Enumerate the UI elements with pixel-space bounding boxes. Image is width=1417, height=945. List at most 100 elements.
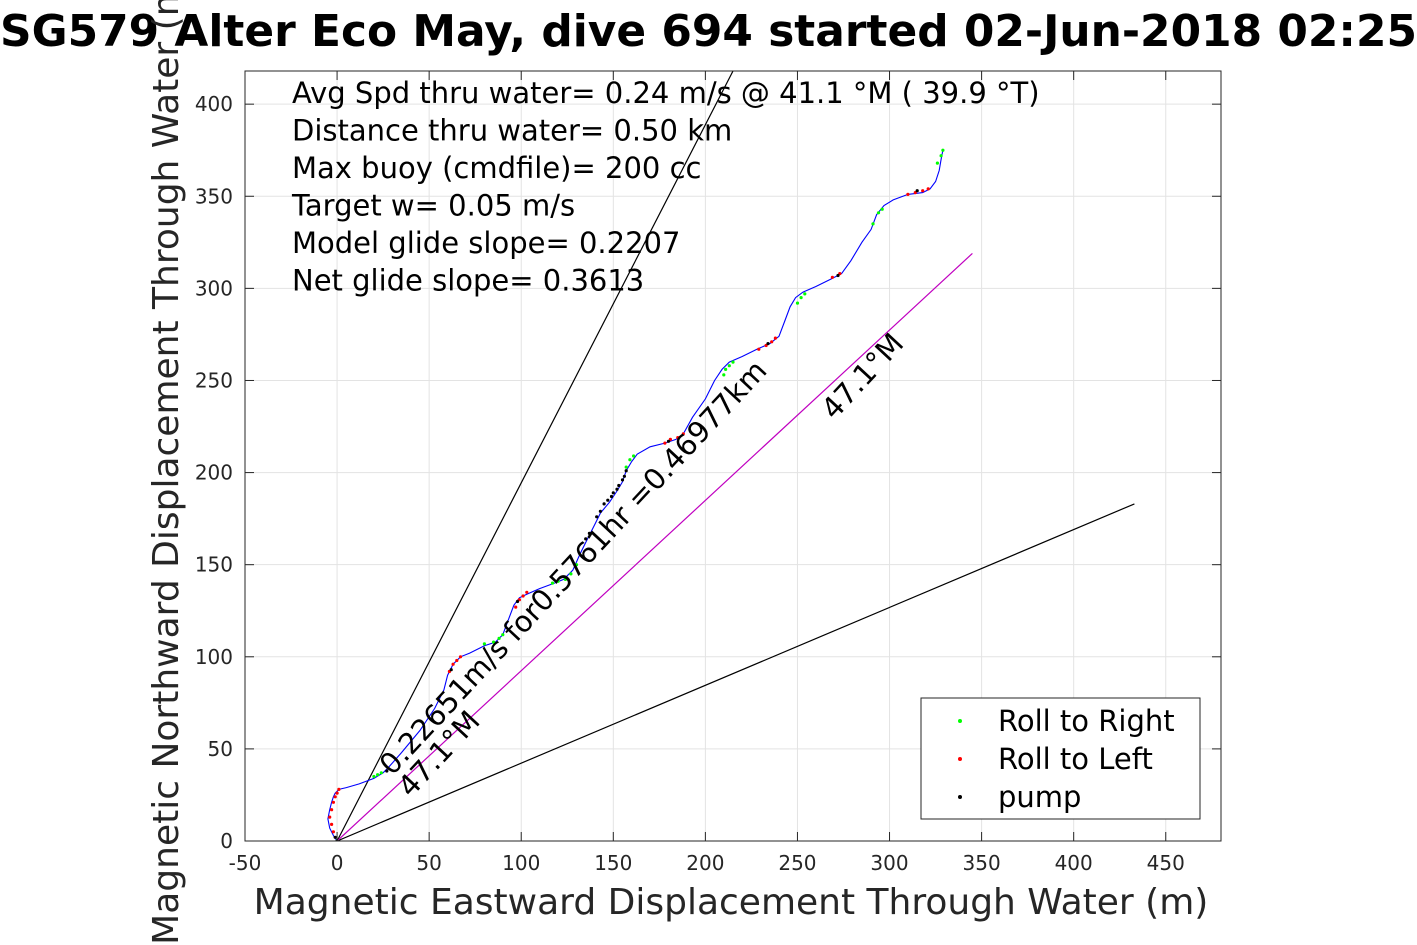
roll-to-right-marker	[379, 771, 383, 775]
roll-to-left-marker	[337, 787, 341, 792]
info-line: Distance thru water= 0.50 km	[292, 114, 732, 148]
legend-box	[920, 697, 1201, 820]
roll-to-left-marker	[770, 340, 774, 344]
roll-to-left-marker	[681, 432, 685, 436]
roll-to-left-marker	[906, 192, 910, 196]
x-tick-label: 250	[778, 851, 816, 875]
pump-marker	[595, 515, 599, 519]
y-tick-label: 400	[195, 92, 233, 116]
x-axis-label: Magnetic Eastward Displacement Through W…	[254, 882, 1209, 923]
roll-to-left-marker	[757, 347, 761, 351]
legend: Roll to Right Roll to Left pump	[920, 697, 1201, 820]
roll-to-right-marker	[624, 465, 628, 469]
roll-to-right-marker	[731, 360, 735, 364]
pump-marker	[915, 189, 919, 193]
roll-to-right-marker	[803, 292, 807, 296]
roll-to-left-marker	[335, 791, 339, 795]
x-tick-label: 0	[331, 851, 344, 875]
roll-to-right-marker	[935, 161, 940, 165]
roll-to-left-marker	[451, 662, 455, 666]
roll-to-left-marker	[458, 655, 463, 659]
roll-to-right-marker	[497, 636, 501, 641]
y-tick-label: 350	[195, 184, 233, 208]
axis-ticks: -50 0 50 100 150 200 250 300 350 400 4500501001502…	[195, 71, 1221, 875]
roll-to-right-marker	[871, 222, 875, 226]
pump-marker	[622, 474, 627, 478]
pump-marker	[602, 502, 606, 506]
guide-line-lower-bound	[336, 503, 1135, 841]
roll-to-right-marker	[492, 640, 496, 644]
pump-marker	[624, 469, 628, 473]
roll-to-left-marker	[663, 441, 667, 445]
roll-to-right-marker	[941, 148, 945, 152]
roll-to-right-marker	[724, 367, 728, 371]
info-line: Target w= 0.05 m/s	[291, 189, 575, 223]
roll-to-right-marker	[727, 364, 731, 368]
y-tick-label: 150	[195, 553, 233, 577]
pump-marker	[587, 531, 592, 536]
roll-to-right-marker	[876, 211, 881, 215]
x-tick-label: 200	[686, 851, 724, 875]
pump-marker	[836, 273, 840, 278]
roll-to-left-marker	[773, 336, 778, 340]
roll-to-right-marker	[501, 633, 505, 637]
pump-marker	[584, 537, 588, 541]
roll-to-right-marker	[376, 773, 380, 777]
legend-marker	[958, 719, 962, 723]
roll-to-right-marker	[482, 642, 486, 646]
legend-label: Roll to Left	[998, 742, 1153, 776]
roll-to-left-marker	[521, 594, 525, 598]
roll-to-right-marker	[569, 572, 573, 576]
pump-marker	[606, 498, 610, 502]
roll-to-left-marker	[514, 605, 518, 609]
y-tick-label: 100	[195, 645, 233, 669]
pump-marker	[515, 599, 520, 604]
pump-marker	[666, 439, 671, 443]
pump-marker	[449, 668, 453, 672]
legend-label: pump	[998, 780, 1081, 814]
track-line	[327, 150, 944, 841]
pump-marker	[385, 769, 389, 773]
data-series	[327, 148, 945, 841]
y-tick-label: 50	[208, 737, 233, 761]
guide-line-net-track	[336, 252, 973, 841]
roll-to-right-marker	[880, 207, 884, 211]
guide-line-upper-bound	[336, 71, 734, 841]
roll-to-right-marker	[563, 577, 568, 582]
info-line: Max buoy (cmdfile)= 200 cc	[292, 151, 701, 185]
axes-frame	[244, 70, 1222, 842]
x-tick-label: 350	[963, 851, 1001, 875]
chart-title: SG579 Alter Eco May, dive 694 started 02…	[0, 6, 1417, 57]
roll-to-left-marker	[330, 808, 334, 812]
roll-to-left-marker	[328, 815, 332, 819]
roll-to-left-marker	[525, 590, 529, 594]
roll-to-right-marker	[628, 458, 632, 462]
roll-to-left-marker	[333, 795, 337, 799]
roll-to-left-marker	[455, 658, 459, 663]
roll-to-right-marker	[574, 563, 579, 567]
roll-to-left-marker	[331, 830, 335, 834]
pump-marker	[615, 487, 619, 491]
x-tick-label: -50	[229, 851, 262, 875]
dive-info-block: Avg Spd thru water= 0.24 m/s @ 41.1 °M (…	[291, 76, 1040, 298]
pump-marker	[598, 509, 603, 513]
x-tick-label: 50	[416, 851, 441, 875]
guide-lines	[336, 71, 1135, 841]
roll-to-right-marker	[632, 454, 636, 458]
pump-marker	[617, 483, 621, 488]
roll-to-right-marker	[799, 296, 803, 300]
roll-to-right-marker	[550, 581, 555, 585]
legend-label: Roll to Right	[998, 704, 1175, 738]
y-tick-label: 250	[195, 368, 233, 392]
pump-marker	[611, 491, 615, 495]
y-tick-label: 0	[220, 829, 233, 853]
roll-to-left-marker	[830, 275, 835, 279]
pump-marker	[620, 478, 625, 482]
legend-marker	[958, 795, 962, 799]
info-line: Net glide slope= 0.3613	[292, 264, 644, 298]
roll-to-left-marker	[330, 822, 334, 827]
x-tick-label: 150	[594, 851, 632, 875]
x-tick-label: 450	[1147, 851, 1185, 875]
roll-to-left-marker	[926, 187, 930, 191]
